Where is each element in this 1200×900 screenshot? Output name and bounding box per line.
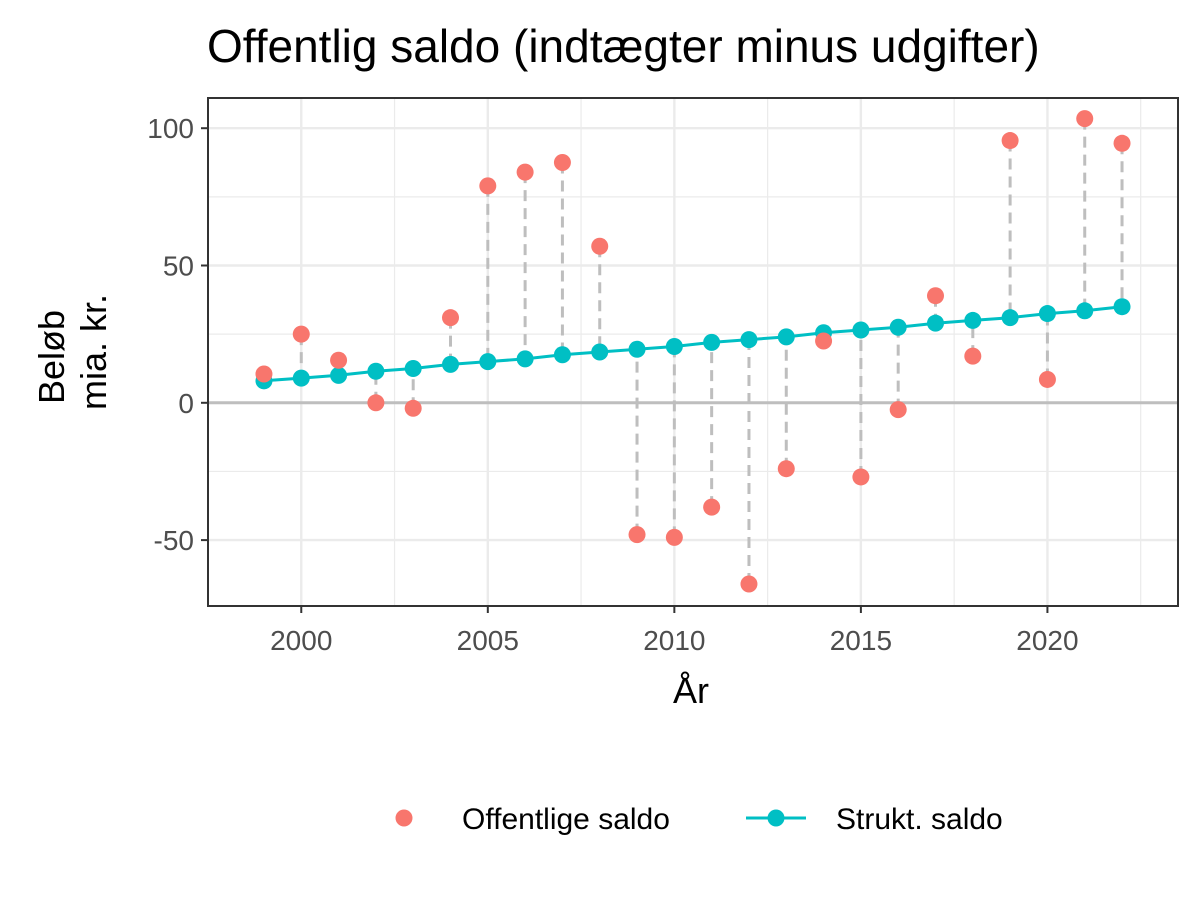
y-axis-title-line-2: mia. kr. (73, 294, 114, 410)
y-axis-title-line-1: Beløb (31, 310, 72, 404)
strukt-saldo-point (1001, 309, 1019, 327)
strukt-saldo-point (628, 340, 646, 358)
y-axis: -50 0 50 100 (147, 113, 208, 556)
offentlige-saldo-point (1001, 132, 1019, 150)
offentlige-saldo-point (1076, 110, 1094, 128)
strukt-saldo-point (889, 318, 907, 336)
x-tick-label: 2010 (643, 625, 705, 656)
offentlige-saldo-point (1038, 370, 1056, 388)
legend-label-strukt-saldo: Strukt. saldo (836, 803, 1003, 836)
plot-background (208, 98, 1178, 606)
y-axis-title: Beløb mia. kr. (31, 294, 114, 410)
legend: Offentlige saldo Strukt. saldo (395, 803, 1003, 836)
offentlige-saldo-point (330, 351, 348, 369)
x-tick-label: 2015 (830, 625, 892, 656)
strukt-saldo-point (404, 359, 422, 377)
offentlige-saldo-point (740, 575, 758, 593)
minor-gridlines (208, 98, 1178, 606)
offentlige-saldo-point (703, 498, 721, 516)
legend-key-offentlige-saldo (395, 809, 413, 827)
legend-key-strukt-saldo-point (767, 809, 785, 827)
strukt-saldo-point (516, 350, 534, 368)
offentlige-saldo-point (852, 468, 870, 486)
plot-panel (208, 98, 1178, 606)
y-tick-label: 50 (163, 251, 194, 282)
chart-title: Offentlig saldo (indtægter minus udgifte… (207, 20, 1040, 72)
x-tick-label: 2005 (457, 625, 519, 656)
offentlige-saldo-point (927, 287, 944, 305)
offentlige-saldo-point (777, 460, 795, 478)
strukt-saldo-point (964, 311, 982, 329)
strukt-saldo-point (367, 362, 385, 380)
offentlige-saldo-point (815, 332, 833, 350)
offentlige-saldo-point (1113, 134, 1131, 152)
panel-border (207, 97, 1179, 607)
offentlige-saldo-point (367, 394, 385, 412)
offentlige-saldo-point (553, 154, 571, 172)
offentlige-saldo-point (964, 347, 982, 365)
series-layer (255, 110, 1131, 593)
strukt-saldo-point (1113, 298, 1131, 316)
strukt-saldo-point (591, 343, 609, 361)
x-tick-label: 2000 (270, 625, 332, 656)
strukt-saldo-point (1076, 302, 1094, 320)
offentlige-saldo-point (665, 528, 683, 546)
offentlige-saldo-point (404, 399, 422, 417)
strukt-saldo-point (777, 328, 795, 346)
strukt-saldo-point (442, 355, 459, 373)
offentlige-saldo-point (292, 325, 310, 343)
strukt-saldo-point (479, 353, 497, 371)
strukt-saldo-point (330, 366, 348, 384)
strukt-saldo-point (553, 346, 571, 364)
offentlige-saldo-point (591, 237, 609, 255)
strukt-saldo-point (665, 338, 683, 356)
strukt-saldo-point (740, 331, 758, 349)
offentlige-saldo-point (255, 365, 273, 383)
panel-border-layer (207, 97, 1179, 607)
x-tick-label: 2020 (1016, 625, 1078, 656)
y-tick-label: -50 (154, 525, 194, 556)
legend-label-offentlige-saldo: Offentlige saldo (462, 803, 670, 836)
offentlige-saldo-point (442, 309, 459, 327)
strukt-saldo-point (852, 321, 870, 339)
y-tick-label: 0 (178, 388, 194, 419)
x-axis-title: År (673, 670, 709, 711)
strukt-saldo-point (292, 369, 310, 387)
x-axis: 2000 2005 2010 2015 2020 (270, 606, 1079, 656)
offentlige-saldo-point (516, 163, 534, 181)
offentlige-saldo-point (628, 526, 646, 544)
y-tick-label: 100 (147, 113, 194, 144)
strukt-saldo-point (703, 333, 721, 351)
offentlige-saldo-point (479, 177, 497, 195)
offentlige-saldo-point (889, 401, 907, 419)
strukt-saldo-point (927, 314, 944, 332)
strukt-saldo-point (1038, 305, 1056, 323)
